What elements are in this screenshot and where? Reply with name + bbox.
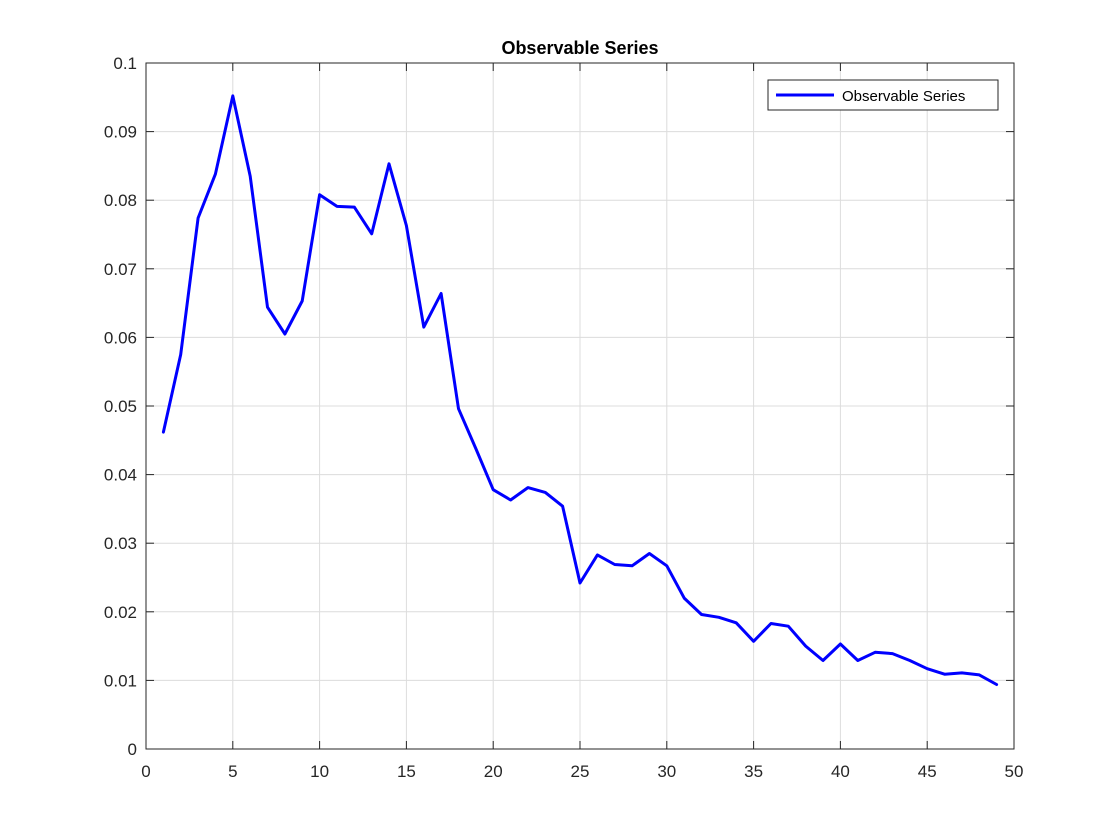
- y-tick-label: 0.05: [104, 397, 137, 416]
- x-tick-label: 50: [1005, 762, 1024, 781]
- series-line-observable-series: [161, 94, 999, 686]
- y-tick-label: 0.01: [104, 671, 137, 690]
- legend-label-observable-series: Observable Series: [842, 88, 965, 105]
- y-tick-label: 0.1: [113, 54, 137, 73]
- y-tick-label: 0.04: [104, 466, 137, 485]
- chart-title: Observable Series: [501, 38, 658, 58]
- y-tick-label: 0: [128, 740, 137, 759]
- x-tick-label: 45: [918, 762, 937, 781]
- x-tick-label: 20: [484, 762, 503, 781]
- x-tick-label: 0: [141, 762, 150, 781]
- grid: [146, 63, 1014, 749]
- y-tick-label: 0.02: [104, 603, 137, 622]
- y-tick-label: 0.08: [104, 191, 137, 210]
- series-layer: [161, 94, 999, 686]
- legend: Observable Series: [767, 79, 999, 111]
- y-tick-label: 0.03: [104, 534, 137, 553]
- x-tick-label: 10: [310, 762, 329, 781]
- x-tick-label: 30: [657, 762, 676, 781]
- x-tick-label: 25: [571, 762, 590, 781]
- y-tick-label: 0.06: [104, 328, 137, 347]
- x-tick-label: 15: [397, 762, 416, 781]
- y-tick-label: 0.09: [104, 123, 137, 142]
- plot-area-border: [145, 62, 1015, 750]
- x-tick-label: 40: [831, 762, 850, 781]
- x-tick-label: 5: [228, 762, 237, 781]
- axis-ticks: 0 5 10 15 20 25 30 35 40 45 50 0 0.01 0.02 0.03 0.04 0.0…: [104, 54, 1024, 781]
- x-tick-label: 35: [744, 762, 763, 781]
- y-tick-label: 0.07: [104, 260, 137, 279]
